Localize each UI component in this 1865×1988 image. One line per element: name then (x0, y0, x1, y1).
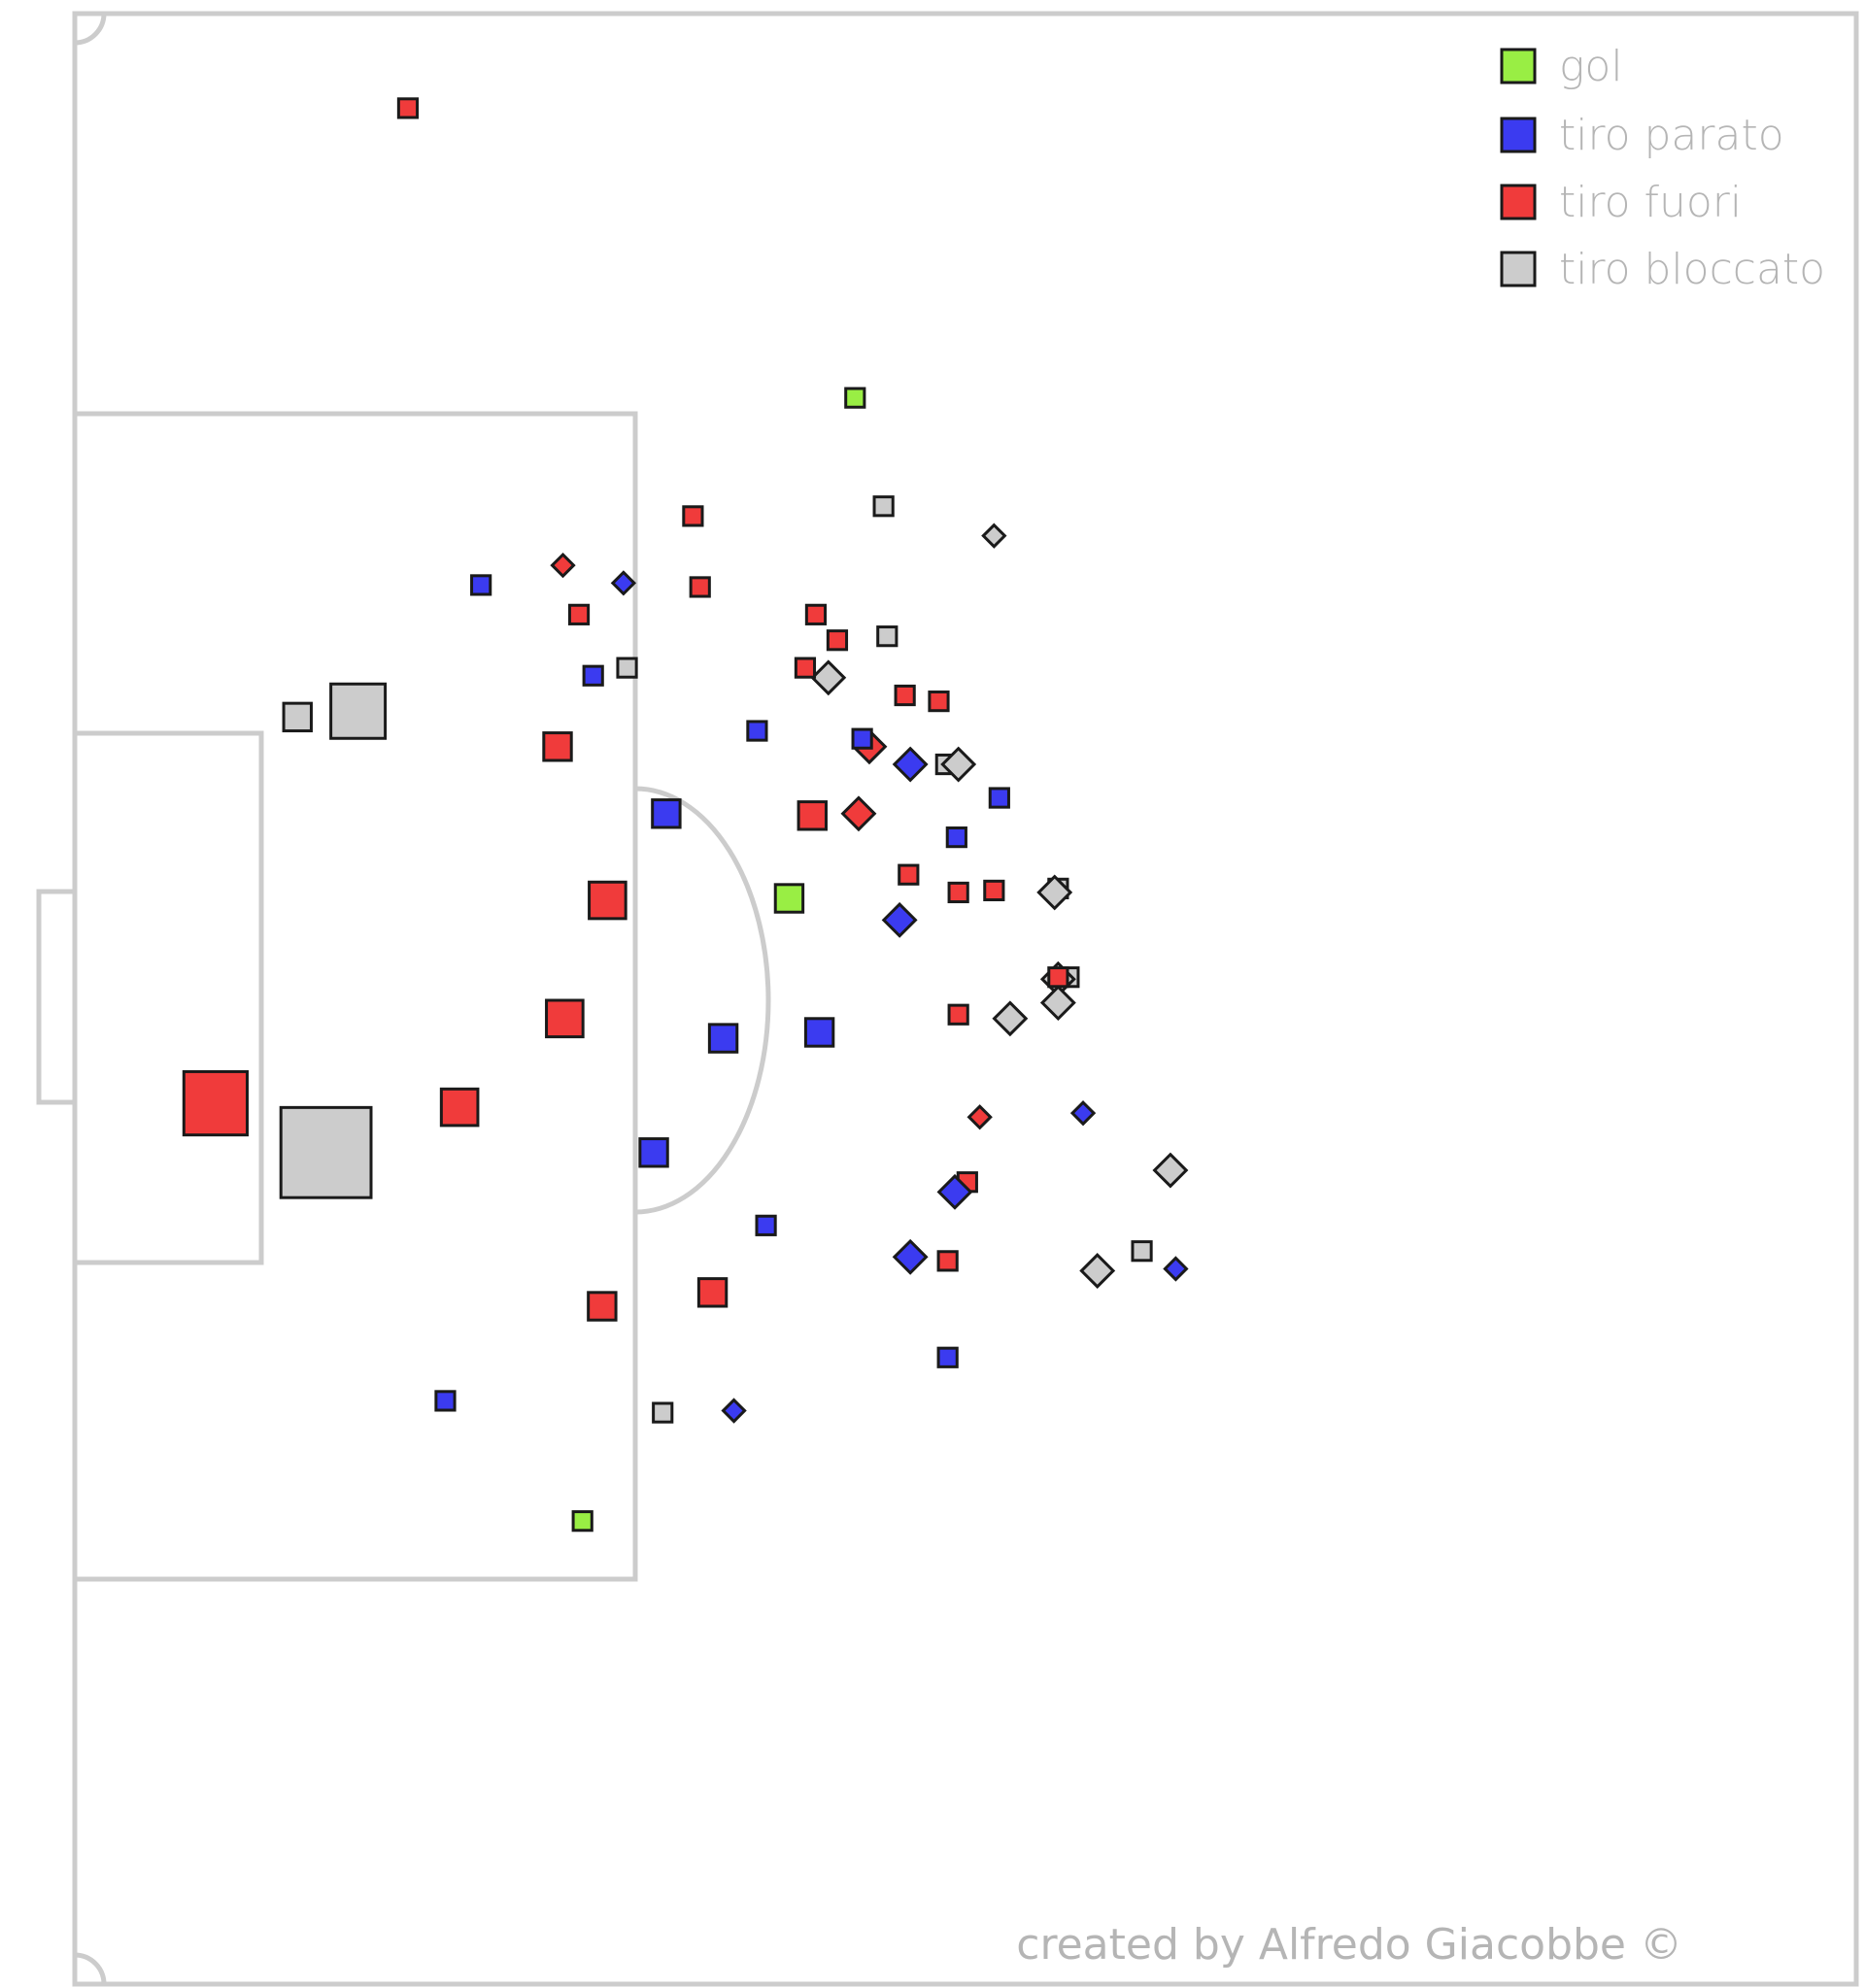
legend-swatch (1500, 251, 1537, 287)
shot-point-tiro-parato (755, 1214, 777, 1236)
shot-point-tiro-bloccato (329, 682, 388, 740)
shot-point-tiro-parato (651, 798, 682, 829)
goal-frame (36, 889, 78, 1105)
shot-point-gol (571, 1510, 593, 1533)
shot-point-tiro-fuori (1047, 966, 1069, 989)
corner-arc-bottom (74, 1952, 107, 1985)
shot-point-tiro-fuori (840, 795, 877, 832)
legend-label: gol (1559, 42, 1623, 91)
penalty-area (72, 411, 638, 1582)
legend: gol tiro parato tiro fuori tiro bloccato (1500, 42, 1825, 294)
pitch-outline (72, 11, 1859, 1987)
corner-arc-top (74, 13, 107, 46)
shot-point-tiro-parato (803, 1017, 835, 1048)
shot-point-tiro-fuori (567, 603, 591, 625)
shot-point-tiro-bloccato (981, 522, 1007, 549)
shot-point-tiro-parato (1069, 1100, 1097, 1127)
shot-point-tiro-bloccato (810, 659, 847, 696)
shot-point-gol (773, 883, 805, 914)
shot-point-tiro-bloccato (876, 625, 899, 648)
shot-point-tiro-parato (470, 574, 492, 596)
pitch-lines (36, 11, 1859, 1987)
shot-point-tiro-bloccato (279, 1105, 373, 1199)
shot-point-tiro-bloccato (1152, 1152, 1189, 1189)
shot-point-tiro-fuori (794, 657, 817, 679)
shot-point-tiro-bloccato (1079, 1253, 1116, 1289)
legend-label: tiro fuori (1559, 178, 1742, 227)
shot-point-tiro-fuori (545, 998, 585, 1039)
shot-point-tiro-parato (988, 787, 1010, 809)
shot-point-tiro-parato (638, 1137, 669, 1168)
shot-point-tiro-fuori (682, 505, 704, 527)
shot-point-tiro-parato (936, 1173, 973, 1210)
shot-point-tiro-fuori (826, 629, 849, 652)
shot-point-tiro-fuori (947, 1003, 969, 1026)
shot-point-tiro-bloccato (940, 746, 977, 783)
shot-point-tiro-bloccato (872, 495, 895, 518)
penalty-arc (634, 786, 771, 1215)
shot-point-tiro-parato (881, 901, 918, 938)
shot-point-tiro-parato (945, 826, 967, 849)
shot-point-tiro-bloccato (992, 1000, 1029, 1037)
shot-point-tiro-parato (610, 570, 637, 596)
shot-point-tiro-parato (746, 720, 768, 742)
shot-point-tiro-parato (851, 727, 873, 750)
shot-point-tiro-fuori (928, 691, 950, 713)
shot-point-tiro-fuori (182, 1069, 249, 1137)
shot-point-tiro-fuori (439, 1087, 480, 1128)
shot-marks (182, 97, 1189, 1533)
shot-point-tiro-parato (707, 1023, 739, 1054)
shot-point-tiro-fuori (689, 576, 711, 598)
shot-point-tiro-parato (1163, 1256, 1189, 1282)
shot-point-tiro-fuori (947, 881, 969, 904)
shot-point-tiro-fuori (936, 1250, 959, 1272)
shot-point-tiro-fuori (894, 684, 916, 707)
shot-point-tiro-parato (721, 1398, 747, 1424)
legend-label: tiro parato (1559, 111, 1784, 160)
legend-label: tiro bloccato (1559, 245, 1825, 294)
shot-point-tiro-fuori (587, 1291, 618, 1322)
shot-point-tiro-fuori (542, 731, 573, 762)
shot-point-tiro-parato (892, 1238, 929, 1275)
legend-swatch (1500, 48, 1537, 84)
shot-point-gol (844, 387, 866, 409)
legend-swatch (1500, 184, 1537, 220)
shot-point-tiro-fuori (797, 800, 828, 831)
shot-point-tiro-bloccato (1036, 874, 1073, 911)
shot-point-tiro-fuori (966, 1104, 993, 1130)
shot-point-tiro-fuori (588, 880, 627, 921)
shot-point-tiro-fuori (550, 552, 576, 579)
shot-point-tiro-fuori (696, 1277, 729, 1308)
goal-area (72, 730, 264, 1265)
shot-point-tiro-parato (582, 664, 604, 687)
shot-point-tiro-parato (936, 1346, 959, 1368)
shot-point-tiro-bloccato (1131, 1240, 1153, 1263)
shot-point-tiro-bloccato (616, 657, 638, 679)
shot-point-tiro-fuori (804, 603, 828, 625)
shot-point-tiro-parato (434, 1390, 457, 1412)
shot-point-tiro-fuori (983, 879, 1005, 902)
legend-swatch (1500, 117, 1537, 153)
shot-point-tiro-bloccato (282, 701, 313, 733)
shot-point-tiro-fuori (898, 863, 920, 886)
shot-point-tiro-bloccato (652, 1401, 674, 1424)
shot-point-tiro-bloccato (1039, 985, 1076, 1022)
shot-point-tiro-fuori (396, 97, 420, 119)
shot-point-tiro-parato (892, 746, 929, 783)
credit-text: created by Alfredo Giacobbe © (1016, 1920, 1682, 1970)
